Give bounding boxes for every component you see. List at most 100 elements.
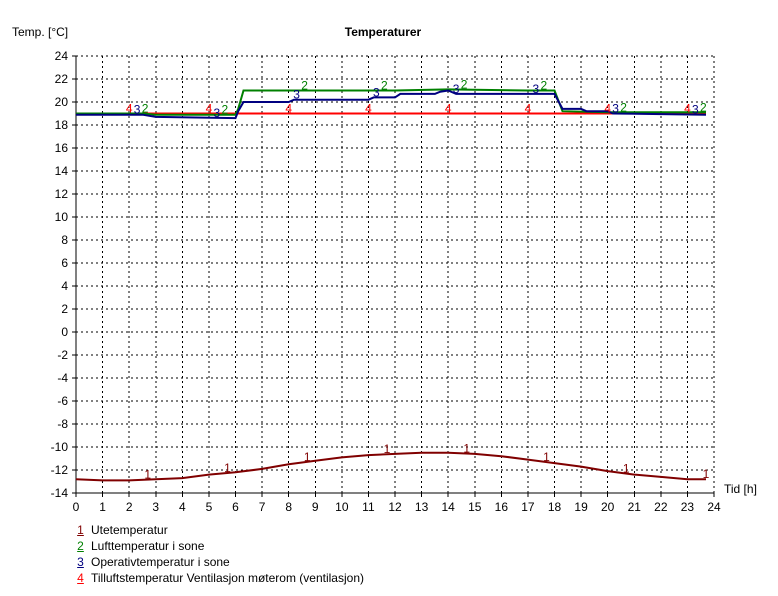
x-tick-label: 7: [259, 500, 266, 514]
legend-marker: 4: [77, 571, 84, 585]
series-marker-1: 1: [543, 450, 550, 464]
x-tick-label: 3: [152, 500, 159, 514]
x-tick-label: 12: [388, 500, 402, 514]
series-marker-3: 3: [373, 85, 380, 99]
series-marker-1: 1: [623, 462, 630, 476]
series-marker-1: 1: [703, 467, 710, 481]
series-marker-3: 3: [293, 88, 300, 102]
y-tick-label: 4: [61, 279, 68, 293]
x-tick-label: 1: [99, 500, 106, 514]
x-tick-label: 14: [441, 500, 455, 514]
y-tick-label: -6: [57, 394, 68, 408]
x-tick-label: 15: [468, 500, 482, 514]
y-tick-label: -4: [57, 371, 68, 385]
x-tick-label: 21: [628, 500, 642, 514]
x-tick-label: 13: [415, 500, 429, 514]
y-tick-label: 24: [55, 49, 69, 63]
legend-item: 1 Utetemperatur: [76, 522, 364, 538]
x-tick-label: 19: [574, 500, 588, 514]
series-marker-1: 1: [384, 442, 391, 456]
y-tick-label: 10: [55, 210, 69, 224]
series-marker-4: 4: [604, 102, 611, 116]
series-marker-1: 1: [144, 468, 151, 482]
x-tick-label: 11: [362, 500, 375, 514]
series-marker-4: 4: [525, 102, 532, 116]
y-tick-label: 2: [61, 302, 68, 316]
y-tick-label: 18: [55, 118, 69, 132]
grid: [76, 55, 715, 493]
series-marker-2: 2: [620, 100, 627, 114]
x-tick-label: 22: [654, 500, 668, 514]
series-line-1: [75, 451, 706, 482]
series-marker-4: 4: [285, 102, 292, 116]
x-tick-label: 18: [548, 500, 562, 514]
series-marker-1: 1: [304, 450, 311, 464]
x-tick-label: 5: [206, 500, 213, 514]
x-tick-label: 4: [179, 500, 186, 514]
y-tick-label: 6: [61, 256, 68, 270]
y-tick-label: -12: [51, 463, 69, 477]
series-line-3: [76, 89, 707, 120]
x-tick-label: 24: [707, 500, 721, 514]
series-marker-3: 3: [692, 103, 699, 117]
legend-marker: 3: [77, 555, 84, 569]
legend-label: Utetemperatur: [91, 523, 168, 537]
series-marker-4: 4: [206, 102, 213, 116]
legend-label: Lufttemperatur i sone: [91, 539, 205, 553]
series-marker-2: 2: [142, 102, 149, 116]
series-marker-4: 4: [365, 102, 372, 116]
series-lines: [75, 88, 707, 482]
legend-marker: 2: [77, 539, 84, 553]
legend-label: Operativtemperatur i sone: [91, 555, 230, 569]
legend-item: 4 Tilluftstemperatur Ventilasjon møterom …: [76, 570, 364, 586]
x-tick-label: 16: [495, 500, 509, 514]
y-tick-label: -14: [51, 486, 69, 500]
x-tick-label: 2: [126, 500, 133, 514]
y-tick-label: -10: [51, 440, 69, 454]
series-marker-1: 1: [463, 442, 470, 456]
x-tick-label: 23: [681, 500, 695, 514]
legend-marker: 1: [77, 523, 84, 537]
y-tick-label: 22: [55, 72, 69, 86]
x-tick-label: 0: [73, 500, 80, 514]
series-markers: 1 111 111 12 22 2 2 22 23 33 3 3 33 34 4 4 4 4 4 4 4: [126, 78, 710, 482]
series-marker-4: 4: [684, 102, 691, 116]
series-marker-3: 3: [533, 82, 540, 96]
y-tick-label: 14: [55, 164, 69, 178]
series-marker-3: 3: [214, 106, 221, 120]
legend-item: 2 Lufttemperatur i sone: [76, 538, 364, 554]
x-tick-label: 9: [312, 500, 319, 514]
series-marker-2: 2: [381, 79, 388, 93]
y-tick-label: 16: [55, 141, 69, 155]
y-tick-label: -2: [57, 348, 68, 362]
legend: 1 Utetemperatur 2 Lufttemperatur i sone 3 Ope…: [76, 522, 364, 586]
series-marker-3: 3: [453, 82, 460, 96]
legend-item: 3 Operativtemperatur i sone: [76, 554, 364, 570]
chart-title: Temperaturer: [345, 25, 422, 39]
x-tick-label: 20: [601, 500, 615, 514]
y-tick-label: 12: [55, 187, 69, 201]
y-tick-label: 0: [61, 325, 68, 339]
series-marker-3: 3: [134, 103, 141, 117]
x-axis-label: Tid [h]: [724, 482, 757, 496]
y-tick-label: 20: [55, 95, 69, 109]
series-marker-2: 2: [222, 103, 229, 117]
series-marker-4: 4: [445, 102, 452, 116]
series-marker-1: 1: [224, 461, 231, 475]
legend-label: Tilluftstemperatur Ventilasjon møterom (…: [91, 571, 364, 585]
series-marker-2: 2: [461, 78, 468, 92]
axes: [72, 55, 715, 497]
y-tick-label: 8: [61, 233, 68, 247]
y-axis-label: Temp. [°C]: [12, 25, 68, 39]
x-tick-label: 10: [335, 500, 349, 514]
y-tick-label: -8: [57, 417, 68, 431]
series-marker-2: 2: [541, 79, 548, 93]
series-marker-2: 2: [301, 79, 308, 93]
x-tick-label: 8: [285, 500, 292, 514]
x-tick-label: 6: [232, 500, 239, 514]
x-tick-label: 17: [521, 500, 535, 514]
series-marker-4: 4: [126, 102, 133, 116]
series-marker-2: 2: [700, 100, 707, 114]
